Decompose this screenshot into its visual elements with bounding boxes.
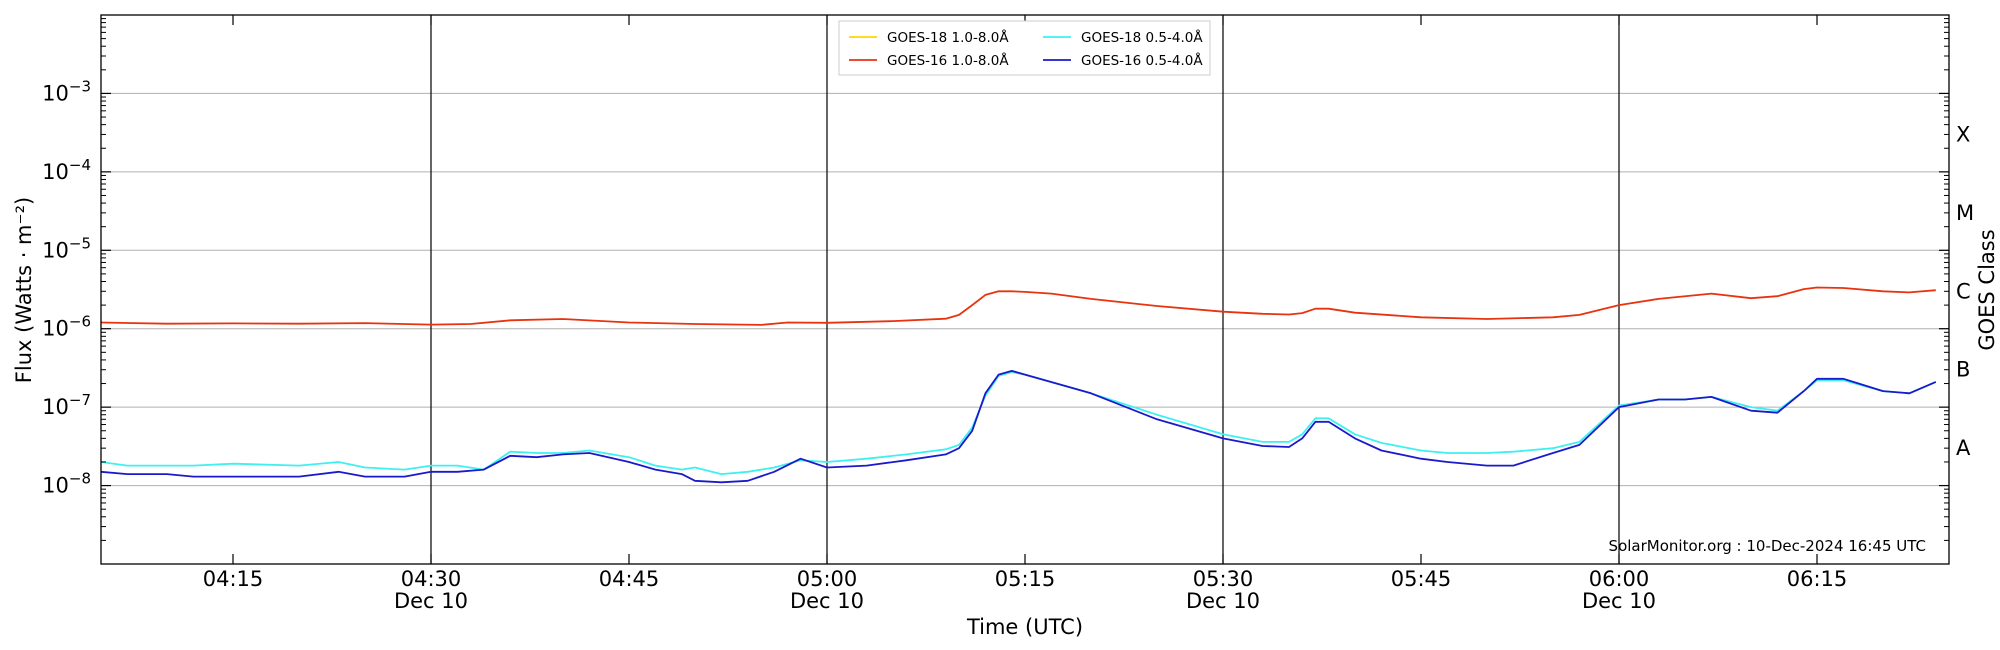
x-tick-label: 06:00 (1589, 567, 1650, 591)
grid-layer (101, 15, 1949, 564)
goes-class-label: M (1956, 201, 1974, 225)
y-tick-label: 10−4 (42, 156, 91, 184)
x-tick-label: 06:15 (1787, 567, 1848, 591)
goes-class-label: X (1956, 122, 1970, 146)
series-layer (100, 286, 1937, 484)
legend-label: GOES-18 0.5-4.0Å (1081, 29, 1203, 46)
x-tick-label: 05:00 (797, 567, 858, 591)
x-axis-title: Time (UTC) (966, 615, 1083, 639)
legend: GOES-18 1.0-8.0Å GOES-16 1.0-8.0Å GOES-18 … (838, 20, 1211, 76)
tick-layer (101, 15, 1949, 564)
y-tick-label: 10−6 (42, 313, 91, 341)
x-tick-label: 04:15 (203, 567, 264, 591)
right-axis-title: GOES Class (1975, 229, 1999, 350)
x-tick-sublabel: Dec 10 (1582, 589, 1656, 613)
legend-label: GOES-16 1.0-8.0Å (887, 52, 1009, 69)
y-tick-label: 10−7 (42, 391, 91, 419)
y-tick-label: 10−5 (42, 234, 91, 262)
series-line (100, 286, 1936, 326)
x-tick-label: 04:45 (599, 567, 660, 591)
y-tick-label: 10−3 (42, 77, 91, 105)
x-tick-label: 04:30 (401, 567, 462, 591)
x-tick-sublabel: Dec 10 (1186, 589, 1260, 613)
x-tick-label: 05:15 (995, 567, 1056, 591)
goes-class-label: C (1956, 279, 1971, 303)
y-tick-label: 10−8 (42, 470, 91, 498)
y-axis-title: Flux (Watts · m⁻²) (12, 197, 36, 383)
legend-box (838, 20, 1211, 76)
series-line (100, 369, 1937, 484)
x-tick-sublabel: Dec 10 (790, 589, 864, 613)
x-tick-label: 05:30 (1193, 567, 1254, 591)
legend-label: GOES-18 1.0-8.0Å (887, 29, 1009, 46)
goes-class-label: A (1956, 436, 1971, 460)
credit-text: SolarMonitor.org : 10-Dec-2024 16:45 UTC (1609, 537, 1926, 555)
goes-class-label: B (1956, 358, 1970, 382)
legend-label: GOES-16 0.5-4.0Å (1081, 52, 1203, 69)
x-tick-sublabel: Dec 10 (394, 589, 468, 613)
x-tick-label: 05:45 (1391, 567, 1452, 591)
